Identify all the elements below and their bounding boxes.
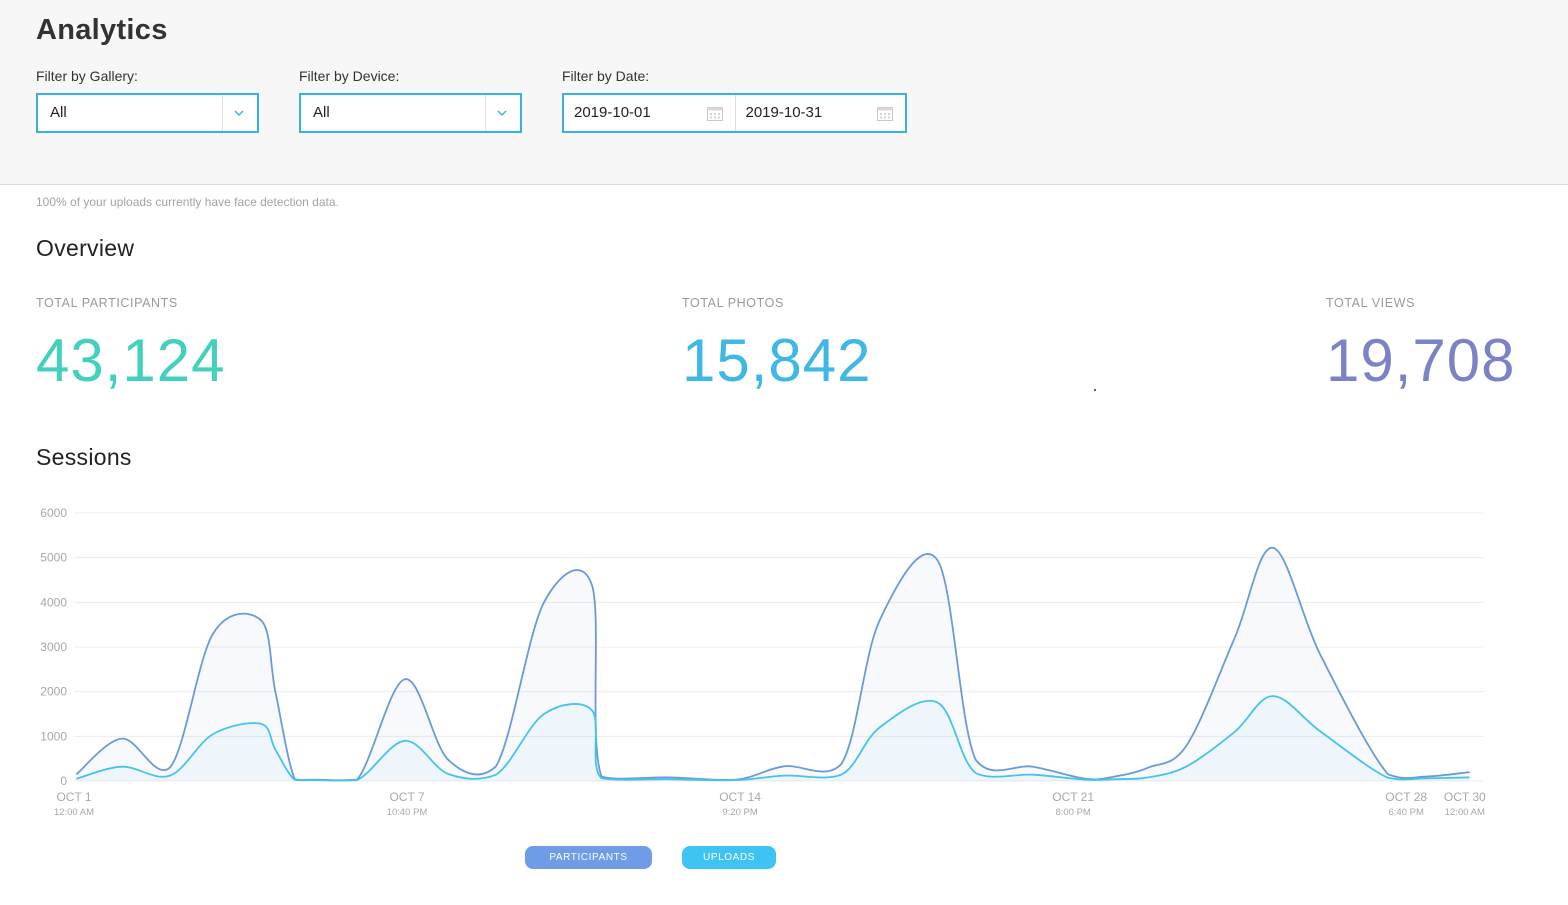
stat-label: TOTAL VIEWS bbox=[1326, 296, 1416, 310]
gallery-filter: Filter by Gallery: All bbox=[36, 68, 259, 133]
face-detection-notice: 100% of your uploads currently have face… bbox=[36, 195, 339, 209]
stat-value: 19,708 bbox=[1326, 327, 1516, 394]
date-range-picker: 2019-10-01 2019-10-31 bbox=[562, 93, 907, 133]
gallery-filter-label: Filter by Gallery: bbox=[36, 68, 138, 84]
y-tick-label: 0 bbox=[60, 774, 67, 788]
calendar-icon[interactable] bbox=[877, 106, 893, 121]
calendar-icon[interactable] bbox=[706, 106, 723, 121]
stat-total-participants: TOTAL PARTICIPANTS 43,124 bbox=[36, 296, 226, 396]
sessions-chart: 0 1000 2000 3000 4000 5000 6000 OCT 1 12:00 AM OC… bbox=[40, 506, 1486, 818]
date-filter-label: Filter by Date: bbox=[562, 68, 650, 84]
x-tick-sublabel: 8:00 PM bbox=[1055, 807, 1090, 818]
stat-total-views: TOTAL VIEWS 19,708 bbox=[1326, 296, 1516, 396]
sessions-title: Sessions bbox=[36, 444, 132, 470]
device-select[interactable]: All bbox=[299, 93, 522, 133]
select-divider bbox=[485, 95, 486, 131]
stat-label: TOTAL PHOTOS bbox=[682, 296, 784, 310]
stat-value: 15,842 bbox=[682, 327, 872, 394]
y-tick-label: 6000 bbox=[40, 506, 67, 520]
end-date-value: 2019-10-31 bbox=[745, 104, 823, 121]
y-tick-label: 3000 bbox=[40, 640, 67, 654]
overview-title: Overview bbox=[36, 235, 135, 261]
start-date-value: 2019-10-01 bbox=[574, 104, 651, 121]
x-tick-label: OCT 30 bbox=[1444, 790, 1486, 804]
x-tick-sublabel: 6:40 PM bbox=[1389, 807, 1424, 818]
y-tick-label: 2000 bbox=[40, 685, 67, 699]
x-tick-label: OCT 14 bbox=[719, 790, 761, 804]
select-divider bbox=[222, 95, 223, 131]
date-filter: Filter by Date: 2019-10-01 2019-10-31 bbox=[562, 68, 907, 133]
gallery-select[interactable]: All bbox=[36, 93, 259, 133]
chevron-down-icon bbox=[234, 110, 244, 116]
x-tick-label: OCT 7 bbox=[389, 790, 424, 804]
y-tick-label: 1000 bbox=[40, 729, 67, 743]
chevron-down-icon bbox=[497, 110, 507, 116]
device-select-value: All bbox=[313, 104, 330, 121]
device-filter-label: Filter by Device: bbox=[299, 68, 400, 84]
stat-label: TOTAL PARTICIPANTS bbox=[36, 296, 178, 310]
series-area-uploads bbox=[76, 696, 1470, 781]
x-tick-label: OCT 21 bbox=[1052, 790, 1094, 804]
x-tick-label: OCT 28 bbox=[1385, 790, 1427, 804]
legend-participants-button[interactable]: PARTICIPANTS bbox=[525, 846, 652, 869]
page-title: Analytics bbox=[36, 14, 168, 46]
x-tick-label: OCT 1 bbox=[56, 790, 91, 804]
legend-uploads-button[interactable]: UPLOADS bbox=[682, 846, 776, 869]
x-tick-sublabel: 10:40 PM bbox=[387, 807, 428, 818]
filter-header: Analytics Filter by Gallery: All Filter … bbox=[0, 0, 1568, 185]
y-tick-label: 4000 bbox=[40, 595, 67, 609]
stray-dot bbox=[1094, 389, 1096, 391]
start-date-input[interactable]: 2019-10-01 bbox=[564, 95, 735, 131]
x-tick-sublabel: 12:00 AM bbox=[1445, 807, 1485, 818]
gallery-select-value: All bbox=[50, 104, 67, 121]
stat-value: 43,124 bbox=[36, 327, 226, 394]
x-tick-sublabel: 12:00 AM bbox=[54, 807, 94, 818]
y-tick-label: 5000 bbox=[40, 551, 67, 565]
end-date-input[interactable]: 2019-10-31 bbox=[734, 95, 906, 131]
series-area-participants bbox=[76, 547, 1470, 781]
device-filter: Filter by Device: All bbox=[299, 68, 522, 133]
x-tick-sublabel: 9:20 PM bbox=[722, 807, 757, 818]
stat-total-photos: TOTAL PHOTOS 15,842 bbox=[682, 296, 872, 396]
series-line-uploads bbox=[76, 695, 1470, 782]
